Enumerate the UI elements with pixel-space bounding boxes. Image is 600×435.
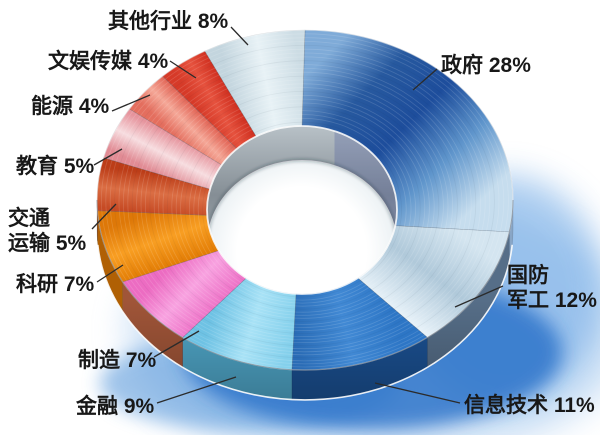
leader-line-media (169, 60, 197, 79)
leader-line-energy (111, 94, 151, 112)
inner-rim-highlight (206, 125, 398, 295)
donut-inner-wall (207, 126, 397, 244)
rim-bottom-highlight (97, 244, 513, 401)
leader-line-other-industries (230, 26, 249, 46)
inner-wall-blue-reflection (334, 131, 397, 244)
rim-shading (97, 200, 513, 400)
wall-base-shadow (207, 158, 397, 245)
leader-line-transportation (91, 203, 117, 230)
leader-line-information-technology (374, 382, 461, 404)
outer-rim-highlight (96, 29, 514, 371)
leader-line-finance (156, 376, 237, 404)
leader-line-government (412, 68, 438, 91)
leader-line-education (93, 148, 123, 166)
leader-line-research (96, 264, 124, 283)
brushed-texture (100, 33, 509, 368)
leader-line-manufacturing (153, 330, 200, 358)
surface-side-seam (96, 199, 514, 371)
leader-line-defense (454, 285, 504, 308)
